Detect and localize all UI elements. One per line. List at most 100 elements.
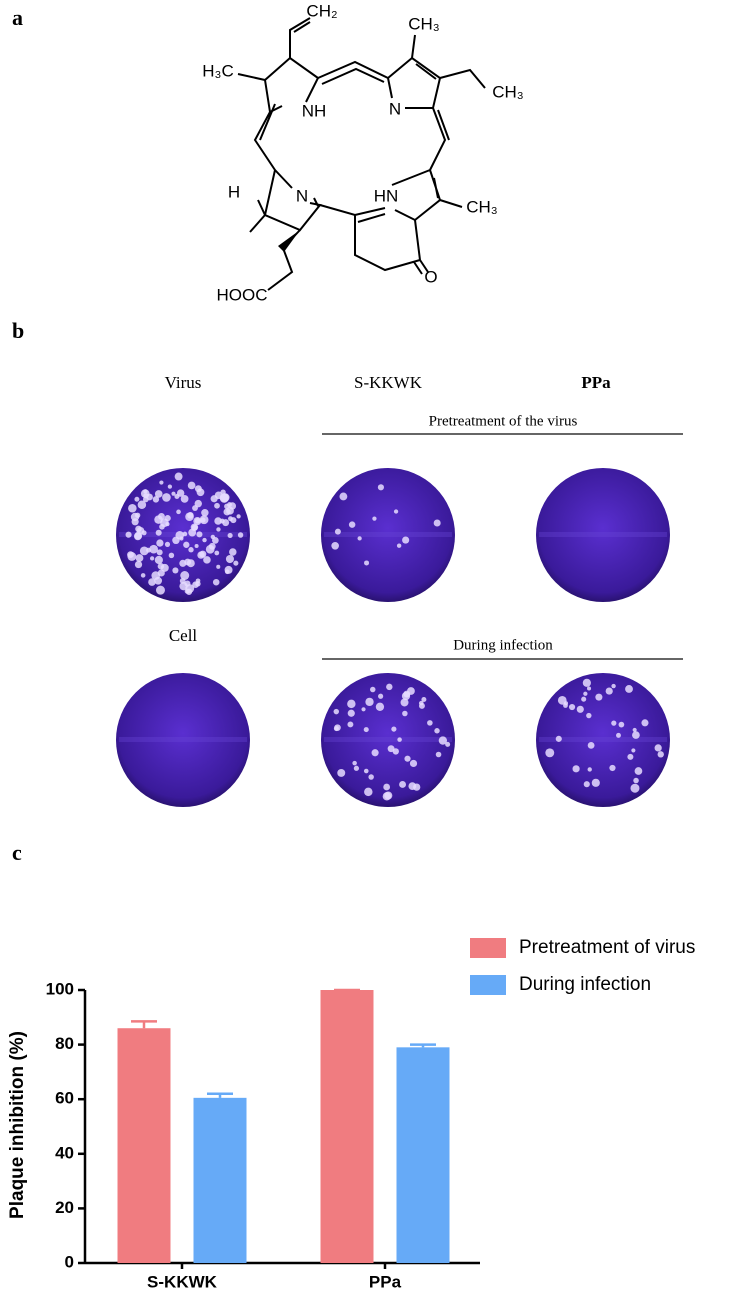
plaque: [337, 768, 346, 777]
well-band: [324, 737, 452, 742]
plaque: [176, 509, 181, 515]
plaque: [137, 500, 147, 509]
plaque: [174, 493, 180, 499]
y-tick-label: 20: [55, 1198, 74, 1217]
plaque: [183, 541, 190, 548]
column-label: S-KKWK: [354, 373, 423, 392]
plaque: [583, 691, 588, 696]
plaque: [214, 502, 220, 509]
plaque: [545, 748, 555, 758]
plaque: [348, 521, 356, 528]
plaque: [149, 544, 158, 554]
plaque: [146, 547, 151, 553]
plaque: [386, 683, 393, 691]
plaque: [392, 748, 399, 755]
plaque: [167, 484, 173, 489]
plaque: [582, 678, 591, 687]
plaque: [179, 559, 187, 567]
plaque: [378, 693, 384, 699]
group-label: During infection: [453, 637, 553, 653]
plaque: [185, 512, 194, 522]
plaque: [396, 543, 402, 548]
y-tick-label: 60: [55, 1089, 74, 1108]
plaque: [363, 727, 369, 733]
plaque: [143, 493, 149, 499]
plaque: [180, 495, 189, 503]
plaque: [228, 516, 233, 522]
plaque: [224, 565, 233, 574]
error-bar: [131, 1020, 157, 1029]
plaque: [563, 703, 568, 708]
plaque: [199, 550, 207, 558]
atom: H: [228, 182, 240, 201]
plaque: [164, 541, 171, 547]
plaque: [421, 696, 427, 703]
plaque: [202, 537, 207, 543]
atom: O: [424, 267, 437, 286]
plaque: [148, 578, 156, 586]
column-label: Virus: [165, 373, 202, 392]
plaque: [347, 699, 356, 709]
plaque: [347, 721, 354, 728]
group-label: Pretreatment of the virus: [429, 413, 578, 429]
plaque-well: [536, 468, 670, 602]
plaque: [399, 781, 406, 788]
plaque: [226, 506, 234, 515]
plaque: [397, 737, 402, 742]
plaque: [185, 584, 195, 593]
plaque: [595, 693, 603, 701]
plaque: [154, 555, 163, 565]
plaque: [214, 550, 220, 556]
plaque: [393, 509, 399, 514]
plaque: [402, 536, 410, 544]
well-band: [539, 737, 667, 742]
plaque: [418, 700, 424, 706]
plaque: [194, 518, 201, 524]
panel-label: c: [12, 840, 22, 865]
legend-label: Pretreatment of virus: [519, 937, 695, 958]
bar: [396, 1047, 450, 1263]
plaque: [403, 690, 411, 698]
plaque: [363, 768, 369, 774]
plaque: [364, 787, 373, 797]
well-band: [119, 737, 247, 742]
atom: H₃C: [202, 61, 233, 80]
bar: [117, 1028, 171, 1263]
plaque: [212, 536, 219, 544]
error-bar: [410, 1043, 436, 1048]
y-tick-label: 40: [55, 1143, 74, 1162]
error-bar: [207, 1092, 233, 1098]
plaque: [630, 783, 640, 793]
atom: HN: [374, 186, 399, 205]
y-tick-label: 100: [46, 979, 74, 998]
plaque: [190, 523, 199, 532]
plaque: [609, 764, 616, 772]
atom: CH₂: [306, 1, 337, 20]
plaque: [171, 491, 176, 496]
plaque: [605, 687, 613, 695]
plaque: [134, 560, 143, 569]
plaque: [127, 551, 134, 559]
plaque: [201, 509, 209, 517]
plaque: [225, 554, 235, 564]
panel-label: b: [12, 318, 24, 343]
plaque: [372, 516, 377, 521]
plaque: [586, 712, 592, 719]
plaque: [361, 707, 366, 712]
plaque: [203, 556, 211, 564]
plaque: [155, 529, 162, 536]
plaque: [152, 496, 160, 503]
plaque: [205, 544, 215, 554]
plaque: [149, 556, 155, 561]
plaque: [187, 481, 196, 490]
atom: CH₃: [408, 14, 439, 33]
bar: [320, 990, 374, 1263]
plaque: [227, 532, 233, 539]
plaque: [383, 783, 391, 791]
plaque: [371, 749, 379, 757]
plaque: [165, 521, 170, 527]
plaque: [194, 543, 199, 549]
plaque: [427, 720, 433, 726]
plaque: [135, 525, 142, 533]
plaque: [196, 488, 205, 497]
